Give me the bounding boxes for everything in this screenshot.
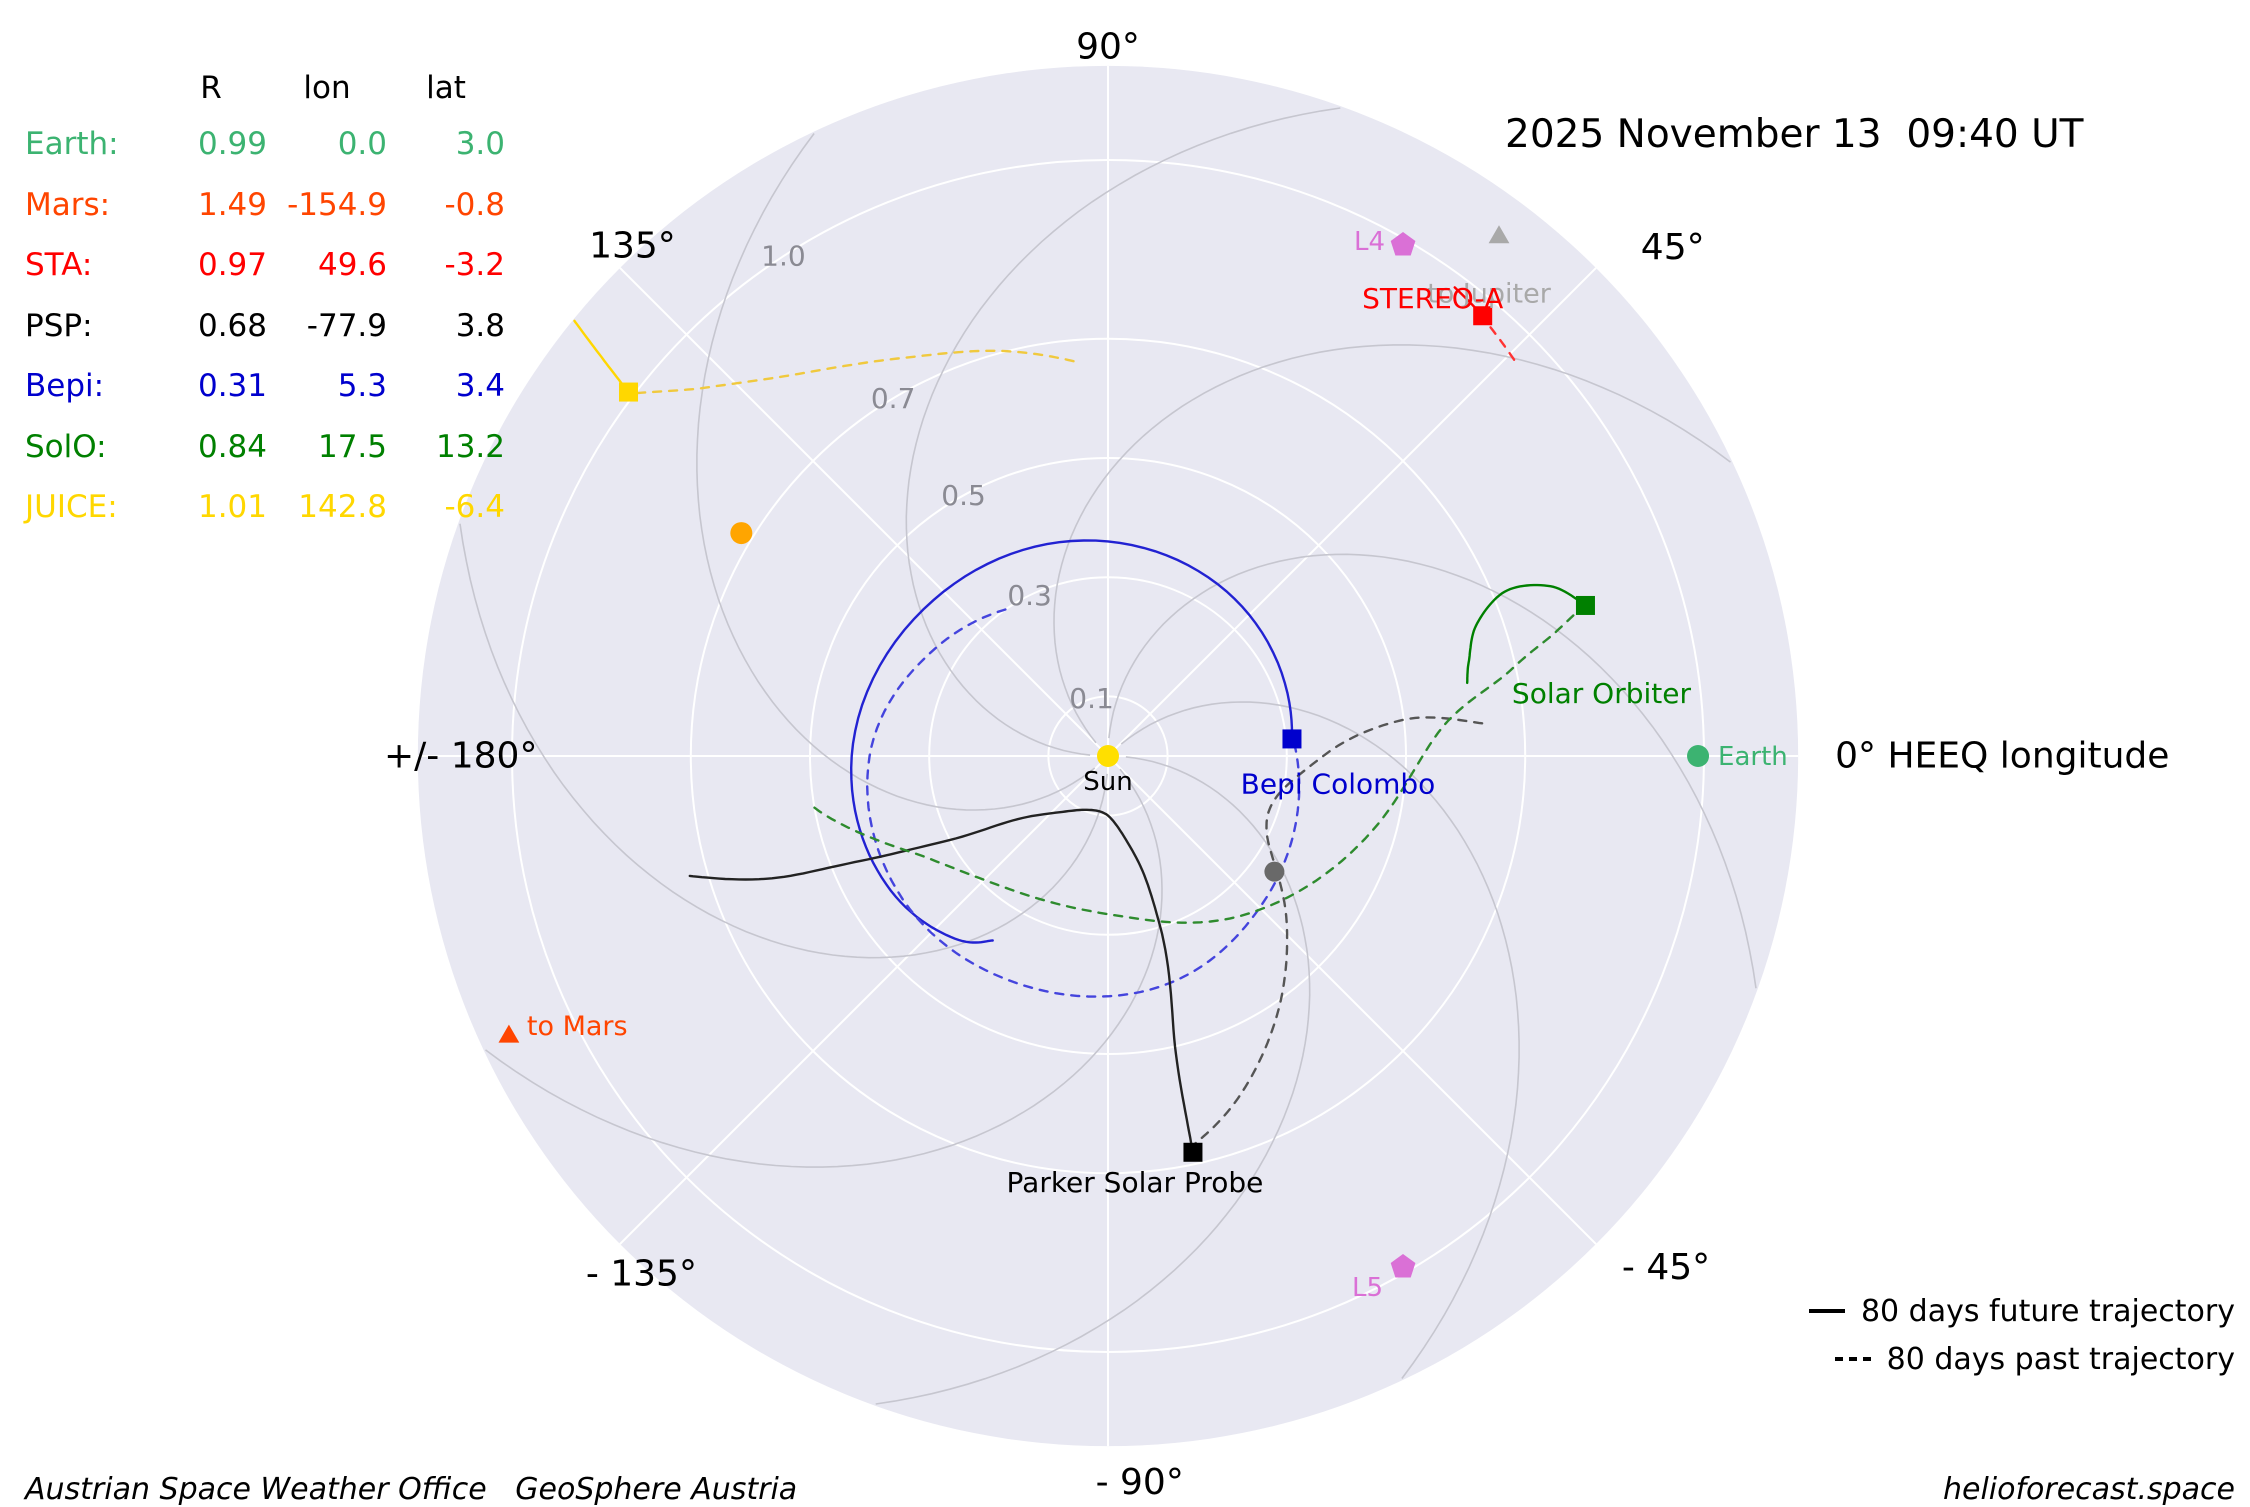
label-bepi-colombo: Bepi Colombo xyxy=(1241,767,1436,800)
parker-spiral-line xyxy=(459,523,1108,959)
marker-parker-solar-probe xyxy=(1183,1142,1203,1162)
table-value-R: 0.84 xyxy=(197,428,267,465)
legend-future: 80 days future trajectory xyxy=(1808,1292,2235,1330)
marker-to-jupiter xyxy=(1488,225,1510,244)
parker-spiral-line xyxy=(696,133,1096,811)
table-value-R: 1.49 xyxy=(197,186,267,223)
legend-past: 80 days past trajectory xyxy=(1834,1340,2235,1378)
marker-l4 xyxy=(1390,232,1416,256)
table-value-R: 1.01 xyxy=(197,489,267,526)
parker-spiral-line xyxy=(875,756,1311,1405)
label-solar-orbiter: Solar Orbiter xyxy=(1512,677,1692,710)
footer-website: helioforecast.space xyxy=(1942,1472,2235,1507)
angle-tick-label: 0° HEEQ longitude xyxy=(1835,736,2169,777)
table-row-label: Bepi: xyxy=(25,368,105,405)
table-value-lon: 0.0 xyxy=(337,126,387,163)
grid-spoke xyxy=(1107,755,1597,1245)
table-value-lat: -3.2 xyxy=(444,247,506,284)
marker-solar-orbiter xyxy=(1575,595,1595,615)
angle-tick-label: - 135° xyxy=(586,1254,697,1295)
table-value-lat: -0.8 xyxy=(444,186,506,223)
trajectory-solar-orbiter-past xyxy=(813,605,1584,924)
parker-spiral-line xyxy=(1053,344,1731,744)
table-row-label: Mars: xyxy=(25,186,111,223)
table-row-label: JUICE: xyxy=(25,489,118,526)
label-sun: Sun xyxy=(1083,767,1132,797)
marker-earth xyxy=(1687,745,1710,767)
table-value-lon: -77.9 xyxy=(306,307,387,344)
table-value-R: 0.68 xyxy=(197,307,267,344)
r-tick-label: 0.7 xyxy=(871,382,916,415)
parker-spiral-line xyxy=(485,768,1163,1168)
grid-spoke xyxy=(619,267,1109,757)
table-row-label: PSP: xyxy=(25,307,93,344)
parker-spiral-line xyxy=(1108,553,1757,989)
marker-sun xyxy=(1097,745,1119,767)
angle-tick-label: 90° xyxy=(1076,26,1140,67)
marker-stereo-a xyxy=(1473,306,1493,326)
legend-past-label: 80 days past trajectory xyxy=(1886,1341,2235,1377)
r-tick-label: 0.3 xyxy=(1007,579,1052,612)
trajectory-solar-orbiter-future xyxy=(1466,583,1587,685)
r-tick-label: 0.1 xyxy=(1069,682,1114,715)
table-value-lat: 3.4 xyxy=(455,368,505,405)
marker-l5 xyxy=(1390,1254,1416,1278)
table-header: lon xyxy=(303,70,351,106)
grid-spoke xyxy=(619,755,1109,1245)
label-l5: L5 xyxy=(1352,1273,1383,1303)
marker-bepi-colombo xyxy=(1282,729,1302,749)
label-to-mars: to Mars xyxy=(527,1011,628,1042)
marker-venus xyxy=(730,522,753,545)
label-stereo-a: STEREO-A xyxy=(1362,282,1503,315)
legend-solid-line-icon xyxy=(1808,1309,1845,1313)
table-value-lon: 5.3 xyxy=(337,368,387,405)
legend-future-label: 80 days future trajectory xyxy=(1860,1293,2235,1329)
table-value-R: 0.31 xyxy=(197,368,267,405)
label-earth: Earth xyxy=(1718,742,1788,772)
table-value-lon: 49.6 xyxy=(317,247,387,284)
trajectory-bepi-colombo-past xyxy=(865,608,1301,998)
label-parker-solar-probe: Parker Solar Probe xyxy=(1007,1166,1264,1199)
table-corner xyxy=(25,62,155,114)
marker-mercury xyxy=(1264,861,1285,882)
legend-dashed-line-icon xyxy=(1834,1357,1871,1361)
table-value-lon: -154.9 xyxy=(287,186,387,223)
table-value-lat: 3.0 xyxy=(455,126,505,163)
angle-tick-label: 45° xyxy=(1641,227,1705,268)
trajectory-bepi-colombo-future xyxy=(849,539,1294,944)
table-row-label: Earth: xyxy=(25,126,119,163)
table-value-R: 0.97 xyxy=(197,247,267,284)
datetime-title: 2025 November 13 09:40 UT xyxy=(1505,112,2084,157)
table-value-lon: 17.5 xyxy=(317,428,387,465)
table-row-label: STA: xyxy=(25,247,93,284)
angle-tick-label: 135° xyxy=(589,226,676,267)
table-value-lat: -6.4 xyxy=(444,489,506,526)
table-value-lat: 3.8 xyxy=(455,307,505,344)
marker-to-mars xyxy=(498,1024,520,1043)
r-tick-label: 1.0 xyxy=(761,240,806,273)
parker-spiral-line xyxy=(905,107,1341,756)
table-header: R xyxy=(200,70,222,106)
grid-spoke xyxy=(1107,267,1597,757)
table-value-lat: 13.2 xyxy=(435,428,505,465)
table-row-label: SolO: xyxy=(25,428,107,465)
parker-spiral-line xyxy=(1120,701,1520,1379)
table-header: lat xyxy=(426,70,466,106)
trajectory-juice-past xyxy=(629,349,1075,396)
r-tick-label: 0.5 xyxy=(941,479,986,512)
angle-tick-label: +/- 180° xyxy=(384,736,537,777)
angle-tick-label: - 90° xyxy=(1096,1462,1184,1500)
trajectory-parker-solar-probe-past xyxy=(1190,716,1484,1148)
marker-juice xyxy=(619,382,639,402)
trajectory-parker-solar-probe-future xyxy=(688,808,1193,1148)
footer-organization: Austrian Space Weather Office GeoSphere … xyxy=(25,1472,798,1507)
table-value-lon: 142.8 xyxy=(298,489,387,526)
label-l4: L4 xyxy=(1354,227,1385,257)
angle-tick-label: - 45° xyxy=(1622,1247,1710,1288)
label-to-jupiter: to Jupiter xyxy=(1427,279,1552,310)
table-value-R: 0.99 xyxy=(197,126,267,163)
